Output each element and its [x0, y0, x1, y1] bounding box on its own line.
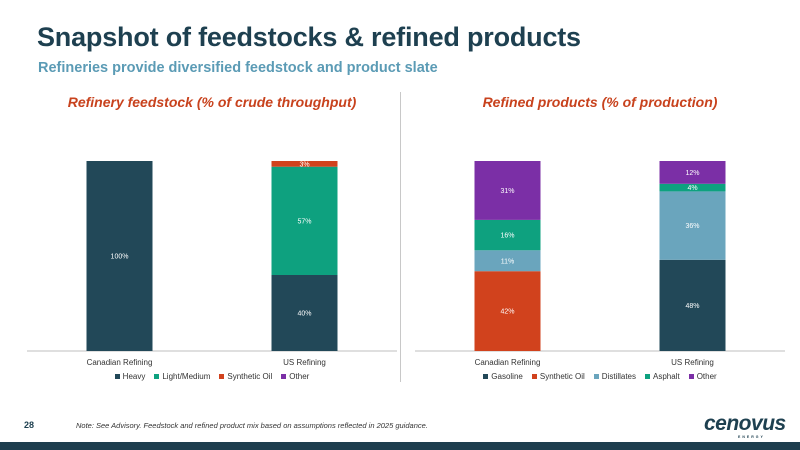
data-label: 3% — [299, 161, 309, 168]
bar-asphalt-canadian-refining — [474, 219, 541, 251]
data-label: 12% — [685, 170, 699, 177]
feedstock-chart: Refinery feedstock (% of crude throughpu… — [22, 90, 402, 390]
legend-item-asphalt: Asphalt — [645, 372, 680, 381]
chart-title: Refinery feedstock (% of crude throughpu… — [67, 94, 357, 110]
bar-synthetic-oil-canadian-refining — [474, 271, 541, 351]
x-tick-label: US Refining — [671, 358, 714, 367]
legend-swatch — [593, 374, 599, 379]
bar-gasoline-us-refining — [659, 259, 726, 351]
legend-label: Light/Medium — [162, 372, 211, 381]
products-chart: Refined products (% of production) 42% 11… — [410, 90, 790, 390]
bar-light-medium-us-refining — [271, 166, 338, 275]
legend-swatch — [281, 374, 287, 379]
data-label: 4% — [687, 185, 697, 192]
x-tick-label: Canadian Refining — [87, 358, 153, 367]
legend-swatch — [688, 374, 694, 379]
bar-heavy-us-refining — [271, 275, 338, 351]
data-label: 42% — [500, 309, 514, 316]
products-chart-plot: 42% 11% 16% 31% Canadian Refining 48% 36% 4% 12%… — [415, 161, 785, 367]
bar-other-canadian-refining — [474, 161, 541, 220]
bar-heavy-canadian-refining — [86, 161, 153, 351]
page-subtitle: Refineries provide diversified feedstock… — [38, 60, 438, 76]
legend-swatch — [219, 374, 225, 379]
feedstock-chart-plot: 100% Canadian Refining 40% 57% 3% US Refining — [27, 161, 397, 367]
data-label: 11% — [501, 258, 515, 265]
bar-asphalt-us-refining — [659, 183, 726, 192]
legend-swatch — [483, 374, 489, 379]
legend-label: Other — [289, 372, 310, 381]
data-label: 36% — [685, 223, 699, 230]
footnote: Note: See Advisory. Feedstock and refine… — [76, 421, 428, 430]
bottom-bar — [0, 442, 800, 450]
legend-item-heavy: Heavy — [114, 372, 146, 381]
cenovus-logo-subtext: ENERGY — [738, 435, 765, 439]
products-legend: Gasoline Synthetic Oil Distillates Asphalt O… — [410, 372, 790, 381]
footer: 28 Note: See Advisory. Feedstock and ref… — [0, 412, 800, 450]
cenovus-logo: cenovus — [704, 412, 786, 435]
data-label: 40% — [297, 311, 311, 318]
page-title: Snapshot of feedstocks & refined product… — [37, 22, 581, 52]
feedstock-legend: Heavy Light/Medium Synthetic Oil Other — [22, 372, 402, 381]
x-tick-label: Canadian Refining — [475, 358, 541, 367]
legend-label: Synthetic Oil — [227, 372, 273, 381]
legend-label: Other — [696, 372, 717, 381]
bar-other-us-refining — [659, 161, 726, 184]
legend-item-synthetic-oil: Synthetic Oil — [219, 372, 272, 381]
bar-distillates-canadian-refining — [474, 250, 541, 272]
data-label: 100% — [111, 254, 129, 261]
bar-synthetic-oil-us-refining — [271, 161, 338, 167]
legend-label: Gasoline — [491, 372, 523, 381]
legend-swatch — [645, 374, 650, 379]
legend-item-gasoline: Gasoline — [483, 372, 523, 381]
chart-title: Refined products (% of production) — [482, 94, 718, 110]
legend-label: Synthetic Oil — [539, 372, 585, 381]
data-label: 48% — [685, 303, 699, 310]
chart-divider — [400, 92, 401, 382]
legend-swatch — [114, 374, 120, 379]
legend-label: Heavy — [122, 372, 146, 381]
legend-label: Asphalt — [653, 372, 680, 381]
x-tick-label: US Refining — [283, 358, 326, 367]
legend-swatch — [531, 374, 537, 379]
legend-item-other: Other — [688, 372, 717, 381]
bar-distillates-us-refining — [659, 191, 726, 260]
page-number: 28 — [24, 420, 35, 430]
legend-item-distillates: Distillates — [593, 372, 636, 381]
legend-item-synthetic-oil: Synthetic Oil — [531, 372, 585, 381]
data-label: 57% — [297, 218, 311, 225]
legend-label: Distillates — [601, 372, 636, 381]
data-label: 31% — [500, 188, 514, 195]
data-label: 16% — [500, 233, 514, 240]
legend-swatch — [154, 374, 160, 379]
legend-item-light-medium: Light/Medium — [154, 372, 210, 381]
legend-item-other: Other — [281, 372, 309, 381]
